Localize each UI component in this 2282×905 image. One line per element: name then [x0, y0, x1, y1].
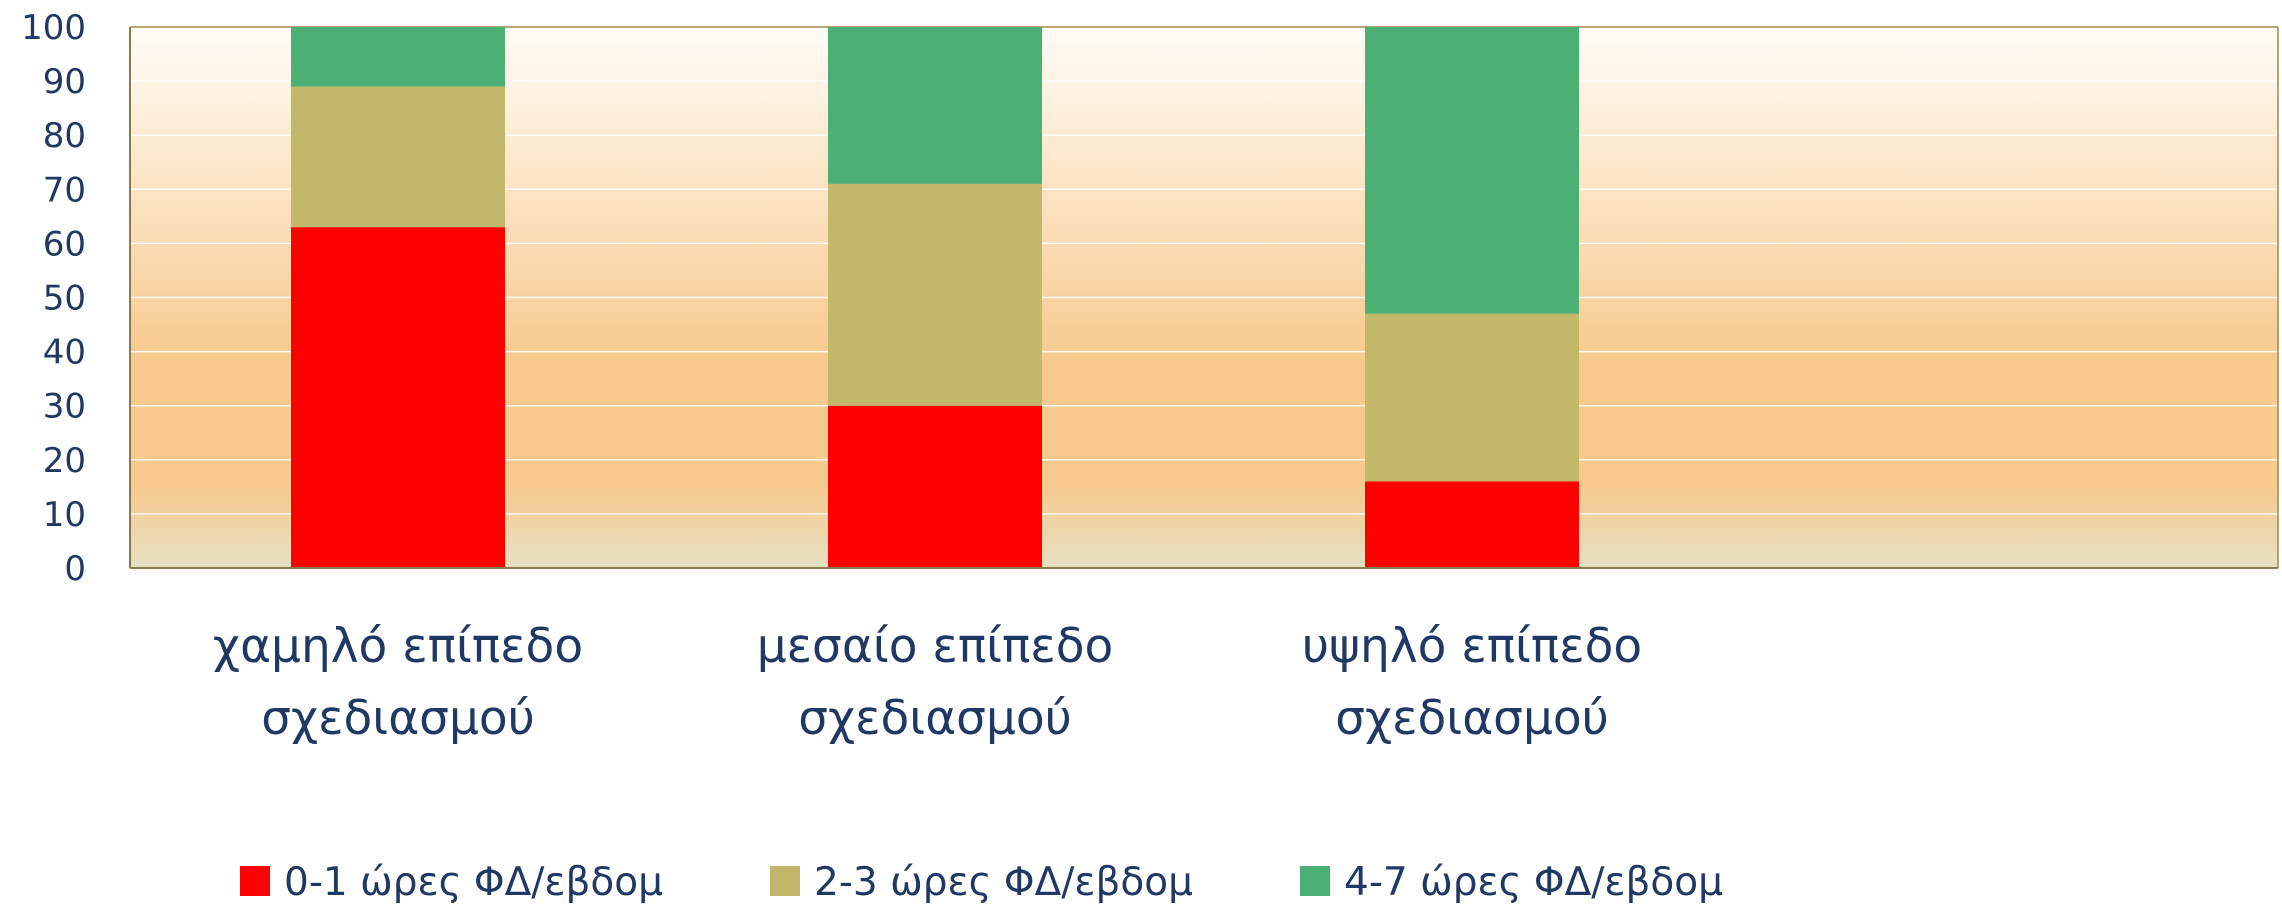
x-tick-label: χαμηλό επίπεδο σχεδιασμού: [213, 619, 583, 746]
legend-swatch: [770, 866, 800, 896]
y-tick-labels: 0 10 20 30 40 50 60 70 80 90 100: [21, 8, 86, 589]
x-tick-label: μεσαίο επίπεδο σχεδιασμού: [757, 619, 1114, 746]
y-tick-label: 70: [43, 170, 86, 210]
bar-segment: [1365, 313, 1579, 482]
bar-segment: [1365, 481, 1579, 568]
y-tick-label: 20: [43, 441, 86, 481]
legend-swatch: [1300, 866, 1330, 896]
y-tick-label: 40: [43, 333, 86, 373]
bar-segment: [291, 227, 505, 569]
x-tick-label: υψηλό επίπεδο σχεδιασμού: [1302, 619, 1642, 746]
y-tick-label: 60: [43, 224, 86, 264]
bar-segment: [828, 27, 1042, 184]
y-tick-label: 90: [43, 62, 86, 102]
legend-label: 2-3 ώρες ΦΔ/εβδομ: [814, 860, 1193, 905]
bar-segment: [291, 86, 505, 228]
bars: [291, 27, 1579, 569]
bar-segment: [291, 27, 505, 87]
legend: 0-1 ώρες ΦΔ/εβδομ 2-3 ώρες ΦΔ/εβδομ 4-7 ώρ…: [240, 860, 1723, 905]
legend-label: 4-7 ώρες ΦΔ/εβδομ: [1344, 860, 1723, 905]
y-tick-label: 50: [43, 279, 86, 319]
bar-segment: [828, 183, 1042, 406]
bar-segment: [828, 405, 1042, 568]
y-tick-label: 0: [64, 549, 86, 589]
y-tick-label: 100: [21, 8, 86, 48]
y-tick-label: 80: [43, 116, 86, 156]
legend-label: 0-1 ώρες ΦΔ/εβδομ: [284, 860, 663, 905]
bar-segment: [1365, 27, 1579, 314]
y-tick-label: 10: [43, 495, 86, 535]
legend-swatch: [240, 866, 270, 896]
x-tick-labels: χαμηλό επίπεδο σχεδιασμού μεσαίο επίπεδο σχ…: [213, 619, 1642, 746]
y-tick-label: 30: [43, 387, 86, 427]
